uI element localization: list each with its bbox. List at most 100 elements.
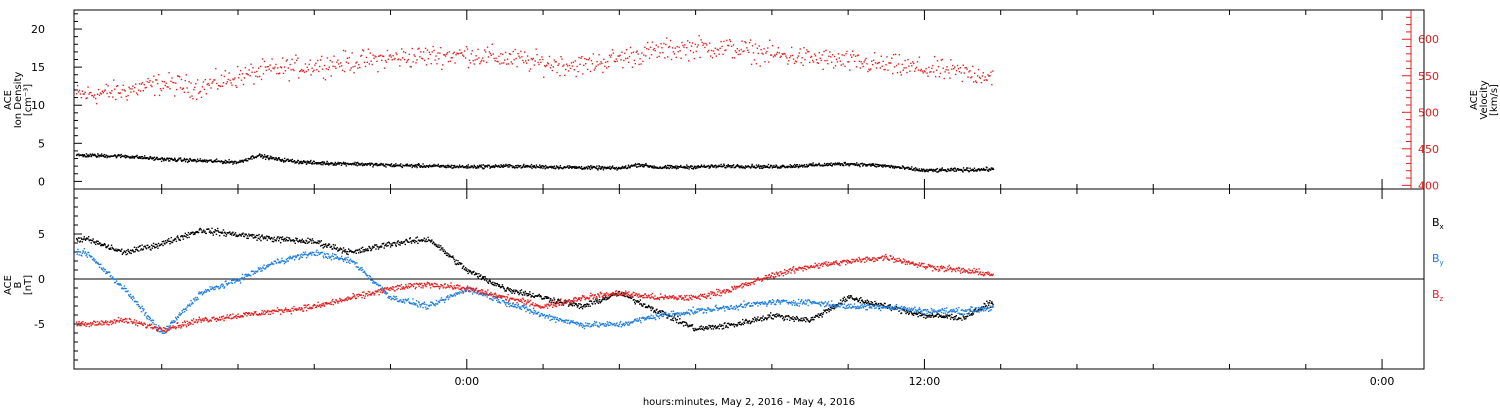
data-point: [169, 242, 171, 245]
data-point: [762, 165, 764, 167]
data-point: [105, 154, 108, 157]
data-point: [700, 164, 703, 166]
data-point: [857, 164, 859, 167]
data-point: [740, 165, 742, 168]
data-point: [479, 62, 481, 65]
data-point: [658, 55, 660, 58]
data-point: [264, 66, 267, 68]
data-point: [574, 302, 576, 304]
data-point: [255, 234, 258, 237]
data-point: [921, 70, 923, 73]
data-point: [882, 304, 884, 306]
data-point: [184, 159, 186, 161]
data-point: [537, 294, 540, 297]
data-point: [319, 163, 321, 165]
data-point: [792, 165, 795, 167]
data-point: [240, 277, 242, 280]
data-point: [372, 245, 374, 248]
data-point: [875, 302, 877, 305]
data-point: [944, 71, 946, 73]
data-point: [841, 300, 844, 302]
data-point: [536, 295, 539, 297]
data-point: [604, 297, 606, 300]
data-point: [745, 319, 748, 322]
data-point: [775, 316, 778, 318]
data-point: [941, 58, 943, 61]
data-point: [206, 83, 208, 86]
data-point: [916, 312, 918, 314]
data-point: [342, 259, 344, 261]
data-point: [286, 257, 289, 260]
data-point: [508, 166, 510, 168]
data-point: [391, 59, 393, 61]
data-point: [744, 319, 746, 322]
data-point: [299, 240, 302, 242]
data-point: [476, 291, 479, 294]
data-point: [535, 48, 537, 50]
data-point: [451, 167, 454, 169]
data-point: [474, 165, 477, 168]
data-point: [467, 286, 469, 289]
data-point: [419, 165, 421, 168]
data-point: [513, 289, 515, 291]
data-point: [99, 242, 101, 245]
data-point: [936, 60, 939, 62]
data-point: [989, 306, 992, 308]
data-point: [878, 302, 880, 305]
data-point: [246, 160, 249, 162]
data-point: [405, 299, 407, 301]
data-point: [416, 59, 418, 61]
data-point: [855, 298, 857, 301]
data-point: [462, 292, 464, 294]
data-point: [808, 164, 810, 166]
data-point: [830, 162, 832, 164]
data-point: [183, 308, 185, 311]
data-point: [704, 327, 706, 329]
data-point: [861, 162, 863, 165]
data-point: [698, 327, 701, 330]
data-point: [148, 318, 150, 321]
data-point: [360, 251, 362, 254]
data-point: [567, 305, 570, 307]
data-point: [145, 157, 147, 159]
data-point: [709, 166, 711, 169]
data-point: [257, 76, 259, 78]
data-point: [476, 273, 478, 275]
data-point: [454, 263, 457, 265]
data-point: [686, 46, 688, 49]
data-point: [543, 76, 545, 78]
data-point: [252, 237, 255, 239]
data-point: [104, 244, 106, 246]
data-point: [483, 165, 486, 167]
data-point: [176, 75, 179, 77]
data-point: [82, 154, 85, 157]
data-point: [514, 48, 516, 51]
data-point: [618, 290, 621, 293]
data-point: [136, 154, 138, 157]
data-point: [812, 61, 815, 63]
data-point: [506, 288, 508, 290]
data-point: [169, 88, 171, 90]
data-point: [725, 49, 727, 51]
data-point: [460, 292, 462, 294]
data-point: [972, 169, 975, 171]
data-point: [280, 160, 283, 163]
data-point: [355, 162, 358, 164]
data-point: [162, 240, 165, 242]
data-point: [443, 249, 445, 251]
data-point: [259, 236, 261, 238]
data-point: [230, 232, 232, 235]
data-point: [475, 55, 477, 57]
data-point: [771, 314, 774, 316]
data-point: [391, 244, 394, 247]
data-point: [149, 317, 152, 320]
data-point: [607, 65, 610, 68]
data-point: [164, 84, 166, 87]
data-point: [620, 167, 622, 170]
data-point: [310, 159, 312, 162]
data-point: [190, 303, 193, 305]
data-point: [107, 244, 110, 246]
data-point: [803, 164, 805, 167]
data-point: [246, 235, 249, 237]
